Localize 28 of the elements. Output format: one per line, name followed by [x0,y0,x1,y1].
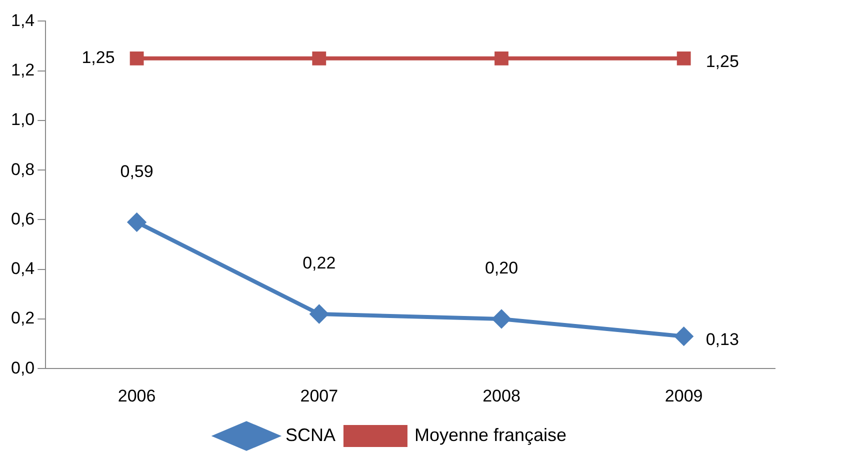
y-tick-label: 0,4 [10,259,35,278]
point [492,310,510,328]
y-tick-label: 0,0 [10,358,35,378]
point [676,51,691,66]
x-tick-label: 2009 [664,386,703,406]
y-tick-label: 0,2 [10,308,35,328]
point [674,327,693,346]
legend-label: SCNA [285,424,336,445]
legend-label: Moyenne française [414,424,567,445]
data-label: 0,20 [484,258,518,278]
y-tick-label: 0,8 [10,160,35,179]
data-label: 0,59 [120,162,154,181]
point [128,213,146,232]
y-tick-label: 1,2 [10,60,35,80]
x-tick-label: 2006 [118,386,156,406]
point [312,51,326,66]
y-tick-label: 1,0 [10,110,35,130]
point [310,305,328,324]
y-tick-label: 0,6 [10,209,35,228]
point [494,51,508,66]
data-label: 0,22 [302,254,336,273]
y-tick-label: 1,4 [10,10,35,30]
x-tick-label: 2007 [300,386,338,406]
point [130,51,144,66]
data-label: 0,13 [706,330,739,350]
x-tick-label: 2008 [482,386,520,406]
data-label: 1,25 [82,48,115,68]
data-label: 1,25 [706,52,739,72]
